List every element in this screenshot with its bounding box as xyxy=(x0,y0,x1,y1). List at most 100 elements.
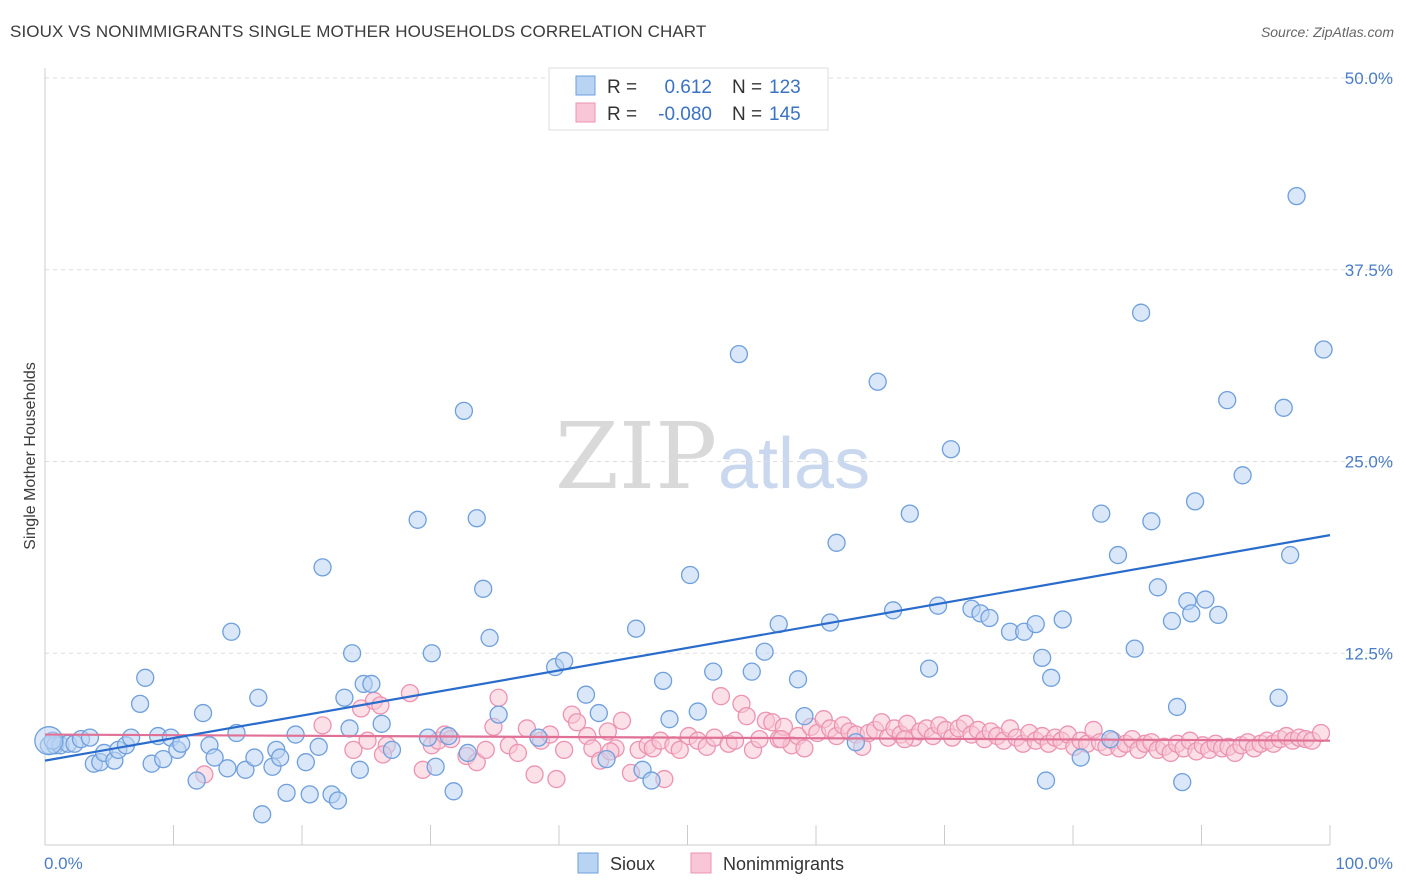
grid-lines xyxy=(45,77,1393,654)
data-point xyxy=(454,401,474,421)
data-point xyxy=(249,688,268,707)
legend-n-value-sioux: 123 xyxy=(769,77,801,98)
y-tick-label: 12.5% xyxy=(1345,644,1393,663)
data-point xyxy=(426,757,445,776)
data-point xyxy=(408,510,427,529)
legend-r-label-nonimmigrants: R = xyxy=(607,104,637,125)
data-point xyxy=(941,440,961,459)
data-point xyxy=(362,674,381,694)
legend-r-label-sioux: R = xyxy=(607,77,637,98)
x-tick-label-min: 0.0% xyxy=(44,854,83,873)
data-point xyxy=(1218,390,1237,410)
data-point xyxy=(1092,504,1111,523)
y-axis-title: Single Mother Households xyxy=(22,362,39,550)
data-point xyxy=(554,740,574,760)
data-point xyxy=(80,728,100,747)
data-point xyxy=(711,687,731,706)
data-point xyxy=(980,608,999,628)
data-point xyxy=(868,372,887,391)
data-point xyxy=(1036,771,1056,790)
watermark-zip: ZIP xyxy=(555,403,717,510)
data-point xyxy=(350,760,369,779)
bottom-legend-swatch-nonimmigrants xyxy=(690,852,712,874)
data-point xyxy=(313,716,332,735)
y-tick-label: 25.0% xyxy=(1345,453,1393,472)
data-point xyxy=(340,719,359,738)
data-point xyxy=(1281,545,1300,565)
data-point xyxy=(1142,512,1161,531)
data-point xyxy=(154,749,173,769)
data-point xyxy=(236,760,255,779)
data-point xyxy=(1274,398,1293,417)
data-point xyxy=(245,748,264,767)
bottom-legend-label-sioux: Sioux xyxy=(610,854,655,874)
data-point xyxy=(1209,605,1228,625)
data-point xyxy=(1287,186,1306,206)
y-tick-label: 37.5% xyxy=(1345,261,1393,280)
data-point xyxy=(1314,340,1333,359)
chart-title: SIOUX VS NONIMMIGRANTS SINGLE MOTHER HOU… xyxy=(10,22,707,41)
data-point xyxy=(328,791,348,810)
data-point xyxy=(742,662,761,681)
data-point xyxy=(342,644,362,663)
data-point xyxy=(547,769,566,789)
data-point xyxy=(476,740,495,760)
data-point xyxy=(1269,688,1288,707)
data-point xyxy=(1182,604,1201,623)
data-point xyxy=(1026,614,1045,634)
watermark-atlas: atlas xyxy=(718,424,870,504)
data-point xyxy=(300,785,319,804)
data-point xyxy=(1131,303,1151,322)
data-point xyxy=(846,733,865,752)
data-point xyxy=(474,579,493,598)
data-point xyxy=(670,740,689,760)
data-point xyxy=(589,703,608,723)
data-point xyxy=(193,703,213,723)
data-point xyxy=(737,706,756,726)
data-point xyxy=(554,651,574,671)
data-point xyxy=(704,662,723,681)
data-point xyxy=(750,730,769,749)
data-point xyxy=(136,668,155,687)
legend: R = 0.612 N = 123 R = -0.080 N = 145 xyxy=(548,67,829,131)
data-point xyxy=(827,533,846,552)
data-point xyxy=(653,671,673,691)
data-point xyxy=(1148,578,1167,597)
data-point xyxy=(576,685,596,704)
data-point xyxy=(1125,639,1144,658)
data-point xyxy=(1108,545,1128,565)
data-point xyxy=(642,771,661,790)
data-point xyxy=(130,694,150,714)
series-sioux xyxy=(34,186,1333,824)
data-point xyxy=(458,743,477,763)
data-point xyxy=(626,619,646,638)
data-point xyxy=(400,683,420,703)
data-point xyxy=(277,783,296,802)
data-point xyxy=(371,696,390,715)
data-point xyxy=(187,771,206,790)
data-point xyxy=(725,731,745,750)
trend-lines xyxy=(44,534,1331,762)
y-tick-label: 50.0% xyxy=(1345,69,1393,88)
data-point xyxy=(598,722,617,741)
data-point xyxy=(508,743,528,763)
x-tick-label-max: 100.0% xyxy=(1335,854,1393,873)
data-point xyxy=(489,688,508,707)
legend-n-value-nonimmigrants: 145 xyxy=(769,104,801,125)
data-point xyxy=(372,714,391,733)
data-point xyxy=(344,740,363,760)
legend-n-label-sioux: N = xyxy=(732,77,762,98)
data-point xyxy=(335,688,354,707)
data-point xyxy=(309,737,328,756)
data-point xyxy=(597,749,616,769)
data-point xyxy=(1167,697,1187,717)
x-ticks xyxy=(44,825,1331,845)
data-point xyxy=(680,565,700,585)
data-point xyxy=(688,702,707,721)
data-point xyxy=(1042,668,1061,687)
data-point xyxy=(480,628,499,648)
legend-swatch-nonimmigrants xyxy=(575,102,596,123)
data-point xyxy=(795,739,814,758)
data-point xyxy=(1053,610,1072,629)
